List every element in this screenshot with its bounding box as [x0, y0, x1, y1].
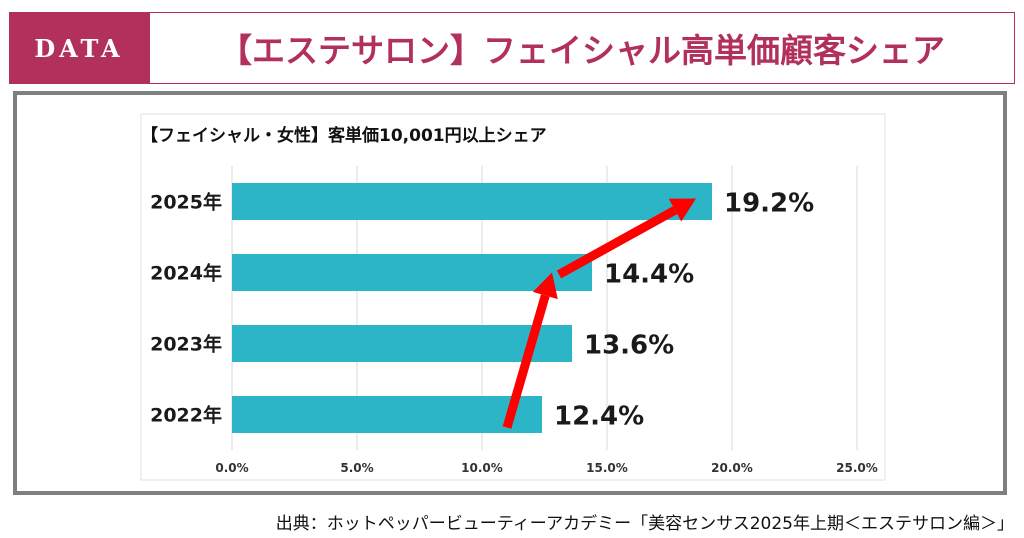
- category-label: 2024年: [150, 262, 222, 285]
- trend-arrow-head: [668, 198, 696, 222]
- header: DATA 【エステサロン】フェイシャル高単価顧客シェア: [0, 12, 1024, 86]
- trend-arrows: [502, 198, 696, 429]
- x-tick-label: 10.0%: [461, 461, 503, 475]
- bar: [232, 396, 542, 433]
- x-tick-label: 20.0%: [711, 461, 753, 475]
- source-note: 出典：ホットペッパービューティーアカデミー「美容センサス2025年上期＜エステサ…: [275, 514, 1014, 534]
- x-tick-label: 25.0%: [836, 461, 878, 475]
- value-label: 13.6%: [584, 331, 674, 361]
- data-tag: DATA: [9, 12, 149, 84]
- category-label: 2025年: [150, 191, 222, 214]
- category-labels: 2025年 2024年 2023年 2022年: [150, 191, 222, 427]
- value-label: 12.4%: [554, 402, 644, 432]
- x-tick-label: 5.0%: [340, 461, 373, 475]
- value-label: 14.4%: [604, 260, 694, 290]
- page-title: 【エステサロン】フェイシャル高単価顧客シェア: [149, 12, 1015, 84]
- trend-arrow-shaft: [502, 294, 550, 429]
- bars: [232, 183, 712, 433]
- bar: [232, 325, 572, 362]
- x-tick-labels: 0.0% 5.0% 10.0% 15.0% 20.0% 25.0%: [215, 461, 877, 475]
- trend-arrow-head: [532, 272, 558, 300]
- x-tick-label: 0.0%: [215, 461, 248, 475]
- trend-arrow-shaft: [556, 206, 678, 279]
- bar: [232, 183, 712, 220]
- chart-title: 【フェイシャル・女性】客単価10,001円以上シェア: [141, 125, 547, 146]
- value-label: 19.2%: [724, 189, 814, 219]
- category-label: 2023年: [150, 333, 222, 356]
- x-tick-label: 15.0%: [586, 461, 628, 475]
- category-label: 2022年: [150, 404, 222, 427]
- value-labels: 19.2% 14.4% 13.6% 12.4%: [554, 189, 814, 432]
- bar: [232, 254, 592, 291]
